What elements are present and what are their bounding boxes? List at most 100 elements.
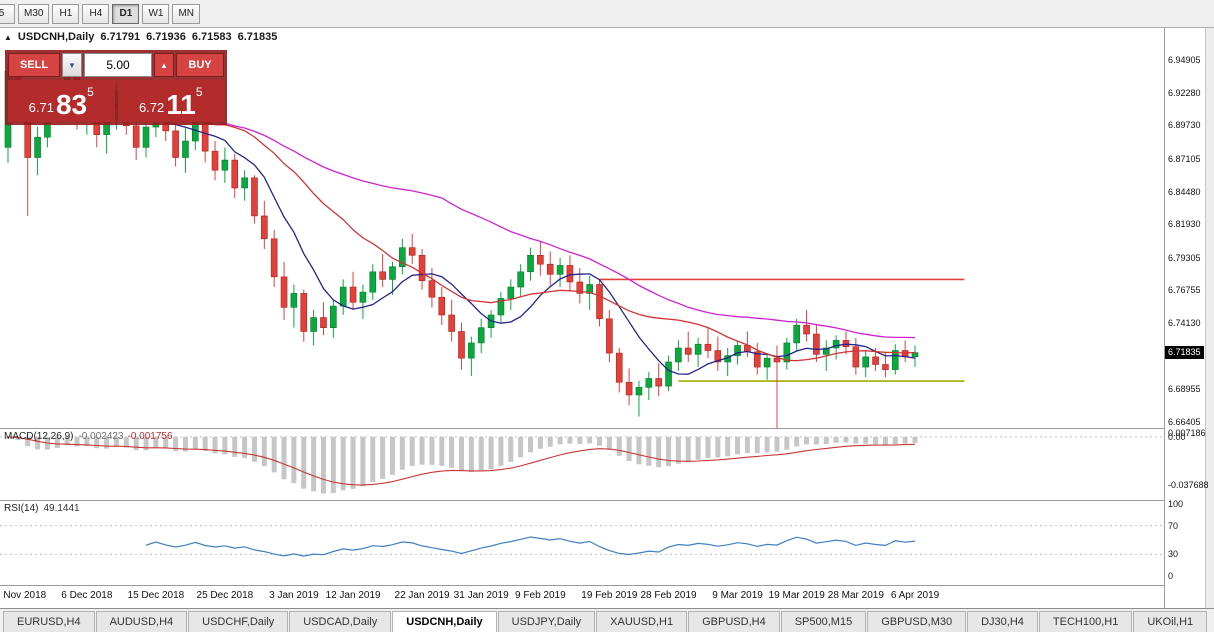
macd-axis-label: -0.037688 (1168, 480, 1209, 491)
candle (142, 126, 150, 148)
rsi-title: RSI(14) 49.1441 (4, 503, 80, 514)
timeframe-button-h4[interactable]: H4 (82, 3, 110, 24)
sell-button[interactable]: SELL (8, 53, 60, 77)
macd-bar (429, 436, 435, 465)
buy-price-display[interactable]: 6.72 11 5 (117, 80, 224, 122)
candle (556, 265, 564, 275)
macd-bar (646, 436, 652, 466)
sell-price-point: 5 (87, 85, 94, 99)
macd-bar (656, 436, 662, 468)
sell-price-pips: 83 (55, 89, 88, 120)
chart-symbol-label: USDCNH,Daily (17, 31, 95, 43)
candle (418, 255, 426, 281)
trade-prices-row: 6.71 83 5 6.72 11 5 (8, 80, 224, 122)
candle (468, 342, 475, 359)
candle (389, 266, 396, 280)
macd-bar (202, 436, 208, 451)
volume-input[interactable] (84, 53, 152, 77)
vertical-scrollbar[interactable] (1205, 28, 1214, 608)
rsi-axis-label: 30 (1168, 549, 1179, 560)
macd-bar (784, 436, 790, 450)
tab-usdchf-daily[interactable]: USDCHF,Daily (188, 611, 289, 632)
tab-tech100-h1[interactable]: TECH100,H1 (1038, 611, 1133, 632)
rsi-line (145, 536, 916, 557)
volume-increase-button[interactable]: ▲ (154, 53, 174, 77)
timeframe-button-5[interactable]: 5 (0, 3, 15, 24)
macd-bar (695, 436, 701, 460)
macd-title: MACD(12,26,9) -0.002423 -0.001756 (4, 431, 173, 442)
macd-bar (636, 436, 642, 465)
one-click-trade-panel: SELL ▼ ▲ BUY 6.71 83 5 (5, 50, 227, 125)
macd-bar (626, 436, 632, 462)
macd-bar (389, 436, 395, 475)
tab-dj30-h4[interactable]: DJ30,H4 (967, 611, 1038, 632)
candle (832, 340, 840, 349)
candle (911, 352, 919, 358)
macd-bar (271, 436, 277, 473)
candle (586, 284, 593, 294)
candle (349, 286, 357, 303)
candle (221, 159, 229, 171)
macd-bar (528, 436, 534, 453)
tab-usdjpy-daily[interactable]: USDJPY,Daily (497, 611, 596, 632)
macd-bar (232, 436, 238, 457)
macd-bar (547, 436, 553, 447)
main-chart-panel[interactable]: ▲ USDCNH,Daily 6.71791 6.71936 6.71 583 6… (0, 28, 1164, 429)
candle (714, 350, 722, 363)
candle (211, 150, 219, 171)
tab-gbpusd-m30[interactable]: GBPUSD,M30 (867, 611, 967, 632)
tab-ukoil-h1[interactable]: UKOil,H1 (1133, 611, 1208, 632)
macd-bar (74, 436, 80, 447)
macd-bar (370, 436, 376, 483)
candle (379, 271, 386, 280)
date-axis-label: 19 Mar 2019 (768, 590, 825, 601)
tab-sp500-m15[interactable]: SP500,M15 (780, 611, 867, 632)
ohlc-open: 6.71791 (100, 31, 141, 43)
candle (862, 356, 870, 368)
macd-bar (863, 436, 869, 444)
macd-bar (419, 436, 425, 465)
date-axis: 27 Nov 2018 6 Dec 2018 15 Dec 2018 25 Dec 2… (0, 586, 1164, 608)
timeframe-button-mn[interactable]: MN (172, 3, 201, 24)
candle (132, 125, 140, 148)
macd-bar (25, 436, 31, 447)
macd-bar (459, 436, 464, 472)
macd-bar (94, 436, 100, 449)
volume-decrease-button[interactable]: ▼ (62, 53, 82, 77)
rsi-panel[interactable]: RSI(14) 49.1441 (0, 501, 1164, 586)
tab-usdcnh-daily[interactable]: USDCNH,Daily (392, 611, 497, 632)
tab-audusd-h4[interactable]: AUDUSD,H4 (95, 611, 188, 632)
tab-usdcad-daily[interactable]: USDCAD,Daily (289, 611, 392, 632)
tab-eurusd-h4[interactable]: EURUSD,H4 (3, 611, 95, 632)
macd-bar (804, 436, 810, 445)
macd-value-main: -0.002423 (78, 431, 124, 442)
date-axis-label: 3 Jan 2019 (269, 590, 319, 601)
macd-bar (84, 436, 90, 446)
tab-xauusd-h1[interactable]: XAUUSD,H1 (596, 611, 688, 632)
candle (615, 352, 623, 383)
workspace: ▲ USDCNH,Daily 6.71791 6.71936 6.71 583 6… (0, 28, 1214, 608)
timeframe-button-h1[interactable]: H1 (52, 3, 80, 24)
buy-button[interactable]: BUY (176, 53, 224, 77)
macd-bar (163, 436, 169, 449)
tab-gbpusd-h4[interactable]: GBPUSD,H4 (688, 611, 780, 632)
macd-bar (143, 436, 149, 451)
macd-bar (705, 436, 711, 459)
timeframe-button-d1[interactable]: D1 (112, 3, 140, 24)
sell-price-main: 6.71 (28, 100, 54, 115)
sell-price-display[interactable]: 6.71 83 5 (8, 80, 115, 122)
macd-panel[interactable]: MACD(12,26,9) -0.002423 -0.001756 (0, 429, 1164, 501)
date-axis-label: 9 Feb 2019 (515, 590, 566, 601)
ohlc-high: 6.71936 (146, 31, 186, 43)
candle (576, 281, 584, 294)
rsi-axis-label: 70 (1168, 520, 1179, 531)
candle (655, 378, 662, 387)
candle (448, 314, 455, 332)
macd-bar (853, 436, 859, 444)
date-axis-label: 19 Feb 2019 (581, 590, 638, 601)
candle (872, 356, 879, 365)
timeframe-button-m30[interactable]: M30 (18, 3, 50, 24)
price-axis-label: 6.89730 (1168, 120, 1201, 131)
date-axis-label: 12 Jan 2019 (325, 590, 381, 601)
timeframe-button-w1[interactable]: W1 (142, 3, 170, 24)
